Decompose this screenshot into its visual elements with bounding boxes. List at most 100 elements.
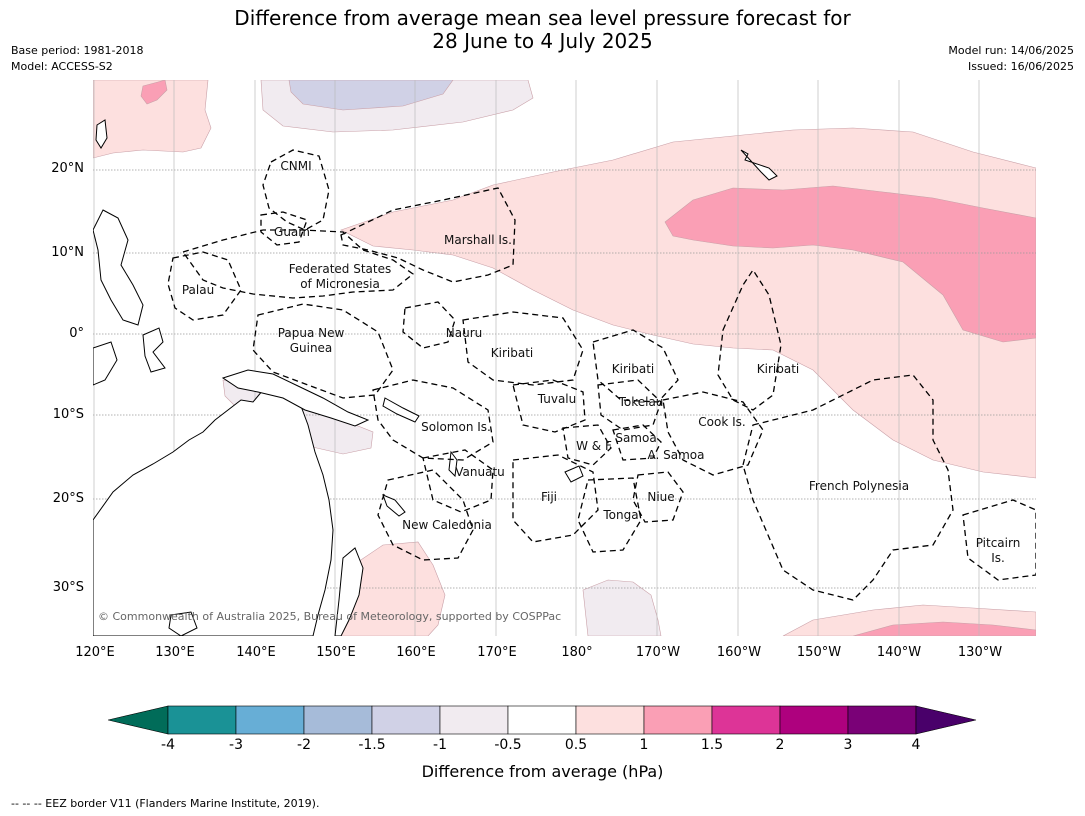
anomaly-1-1.5-nw-blob [140, 80, 168, 105]
place-wallis-futuna: W & F [576, 439, 612, 453]
lon-label-160w: 160°W [716, 645, 762, 660]
solomon-coast [382, 397, 420, 423]
colorbar-tick-label: -0.5 [494, 737, 522, 753]
eez-french-polynesia [742, 374, 954, 601]
eez-palau [167, 251, 242, 321]
eez-guam [260, 211, 308, 246]
place-palau: Palau [181, 283, 215, 297]
place-kiribati-east: Kiribati [756, 362, 800, 376]
colorbar-cell [235, 705, 305, 735]
lat-label-20s: 20°S [52, 491, 84, 506]
colorbar-cell [507, 705, 577, 735]
place-american-samoa: A. Samoa [647, 448, 705, 462]
place-tokelau: Tokelau [618, 395, 664, 409]
colorbar-tick-label: 4 [911, 737, 921, 753]
place-pitcairn-line1: Pitcairn [975, 536, 1021, 550]
lat-label-30s: 30°S [52, 580, 84, 595]
eez-niue [632, 471, 684, 523]
tasmania-coast [168, 611, 198, 636]
anomaly-0.5-1-nw-corner [93, 80, 212, 159]
colorbar-over-extension [915, 705, 977, 735]
eez-wf [562, 424, 612, 466]
eez-borders [167, 149, 1036, 601]
colorbar [108, 705, 977, 735]
lat-label-0: 0° [69, 326, 84, 341]
lon-label-140w: 140°W [876, 645, 922, 660]
issued-date: Issued: 16/06/2025 [967, 60, 1074, 73]
sulawesi-coast [142, 327, 166, 373]
eez-vanuatu [422, 449, 494, 513]
colorbar-cell [303, 705, 373, 735]
lat-label-10n: 10°N [51, 245, 84, 260]
place-png-line2: Guinea [289, 341, 333, 355]
place-tuvalu: Tuvalu [537, 392, 577, 406]
model-run: Model run: 14/06/2025 [948, 44, 1074, 57]
lat-label-10s: 10°S [52, 407, 84, 422]
eez-tonga [577, 477, 642, 553]
lon-label-150e: 150°E [316, 645, 356, 660]
eez-legend-note: -- -- -- EEZ border V11 (Flanders Marine… [11, 797, 320, 810]
colorbar-tick-label: 1 [639, 737, 649, 753]
place-solomon-is: Solomon Is. [421, 420, 491, 434]
eez-tokelau [597, 379, 662, 431]
colorbar-tick-label: -1 [433, 737, 447, 753]
colorbar-cell [439, 705, 509, 735]
colorbar-label: Difference from average (hPa) [421, 762, 664, 781]
eez-nauru [402, 301, 456, 349]
place-fiji: Fiji [540, 490, 558, 504]
hawaii-coast [740, 149, 778, 181]
eez-marshall [340, 187, 516, 283]
base-period: Base period: 1981-2018 [11, 44, 144, 57]
colorbar-tick-label: -1.5 [358, 737, 386, 753]
map-svg [93, 80, 1036, 636]
place-cook-is: Cook Is. [698, 415, 746, 429]
colorbar-cell [575, 705, 645, 735]
place-marshall-is: Marshall Is. [444, 233, 512, 247]
lat-label-20n: 20°N [51, 161, 84, 176]
place-kiribati-central: Kiribati [611, 362, 655, 376]
colorbar-tick-label: 3 [843, 737, 853, 753]
eez-kiribati-c [592, 329, 679, 403]
lon-label-140e: 140°E [236, 645, 276, 660]
eez-fsm [181, 229, 415, 299]
taiwan-coast [95, 119, 108, 149]
place-niue: Niue [647, 490, 675, 504]
place-guam: Guam [274, 225, 310, 239]
lon-label-180: 180° [561, 645, 593, 660]
coastlines [93, 119, 778, 636]
place-samoa: Samoa [615, 431, 657, 445]
place-kiribati-west: Kiribati [490, 346, 534, 360]
place-tonga: Tonga [603, 508, 639, 522]
new-caledonia-coast [382, 494, 406, 517]
new-guinea-coast [221, 369, 370, 427]
map-panel [93, 80, 1036, 636]
lon-label-130w: 130°W [957, 645, 1003, 660]
eez-cnmi [262, 149, 330, 231]
eez-tuvalu [512, 379, 586, 433]
model-name: Model: ACCESS-S2 [11, 60, 113, 73]
meta-left: Base period: 1981-2018 Model: ACCESS-S2 [11, 43, 143, 75]
lon-label-150w: 150°W [796, 645, 842, 660]
colorbar-cell [643, 705, 713, 735]
colorbar-tick-label: 0.5 [564, 737, 588, 753]
borneo-coast [93, 341, 118, 386]
colorbar-tick-label: -2 [297, 737, 311, 753]
colorbar-tick-label: 1.5 [700, 737, 724, 753]
eez-samoa [612, 424, 662, 461]
eez-new-caledonia [377, 469, 474, 561]
place-fsm-line2: of Micronesia [300, 277, 380, 291]
vanuatu-coast [448, 450, 458, 478]
colorbar-cells [108, 705, 977, 735]
lon-label-170e: 170°E [477, 645, 517, 660]
eez-kiribati-e [717, 268, 782, 411]
anomaly-neg-1-north [288, 80, 454, 111]
place-vanuatu: Vanuatu [455, 465, 505, 479]
colorbar-cell [711, 705, 781, 735]
place-french-polynesia: French Polynesia [808, 479, 910, 493]
nz-north-coast [334, 547, 364, 636]
map-title: Difference from average mean sea level p… [0, 7, 1085, 53]
title-line-1: Difference from average mean sea level p… [234, 6, 851, 30]
place-new-caledonia: New Caledonia [402, 518, 492, 532]
eez-png [252, 303, 394, 399]
philippines-coast [93, 209, 144, 326]
